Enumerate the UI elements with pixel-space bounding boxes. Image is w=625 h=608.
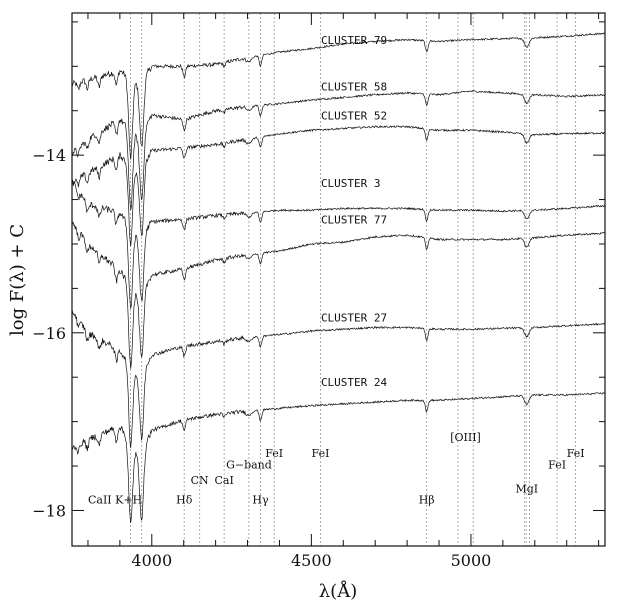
series-line-2 xyxy=(71,125,606,247)
series-line-4 xyxy=(71,220,606,369)
series-label-1: CLUSTER 58 xyxy=(321,80,387,93)
line-marker-label-4: G−band xyxy=(226,459,272,472)
y-axis-label: log F(λ) + C xyxy=(7,224,28,336)
series-line-6 xyxy=(71,392,606,524)
line-marker-label-3: CaI xyxy=(214,474,233,487)
line-marker-label-9: [OIII] xyxy=(450,431,481,444)
x-tick-label: 4000 xyxy=(131,551,172,570)
series-label-5: CLUSTER 27 xyxy=(321,311,387,324)
series-line-1 xyxy=(71,89,606,211)
line-marker-label-8: Hβ xyxy=(419,493,435,506)
series-line-3 xyxy=(71,179,606,309)
line-marker-label-11: FeI xyxy=(548,459,566,472)
line-marker-label-6: FeI xyxy=(265,447,283,460)
series-line-0 xyxy=(71,32,606,160)
series-label-2: CLUSTER 52 xyxy=(321,110,387,123)
x-axis-label: λ(Å) xyxy=(319,580,357,602)
line-marker-label-12: FeI xyxy=(567,447,585,460)
series-label-6: CLUSTER 24 xyxy=(321,376,388,389)
line-marker-label-2: CN xyxy=(191,474,209,487)
axis-ticks xyxy=(72,13,605,546)
y-tick-label: −18 xyxy=(32,501,66,520)
line-marker-label-5: Hγ xyxy=(252,493,269,506)
spectra-series xyxy=(71,32,606,524)
line-marker-label-0: CaII K+H xyxy=(88,493,142,506)
y-tick-label: −16 xyxy=(32,324,66,343)
chart-labels: 4000 4500 5000 −14 −16 −18 CLUSTER 79 CLUSTER 5… xyxy=(32,34,584,570)
series-label-4: CLUSTER 77 xyxy=(321,214,387,227)
plot-frame xyxy=(71,12,606,547)
series-line-5 xyxy=(71,309,606,449)
x-tick-label: 4500 xyxy=(291,551,332,570)
spectral-line-markers xyxy=(130,13,576,546)
series-label-0: CLUSTER 79 xyxy=(321,34,387,47)
y-tick-label: −14 xyxy=(32,146,66,165)
x-tick-label: 5000 xyxy=(451,551,492,570)
line-marker-label-10: MgI xyxy=(515,483,538,496)
series-label-3: CLUSTER 3 xyxy=(321,177,381,190)
line-marker-label-1: Hδ xyxy=(176,493,193,506)
line-marker-label-7: FeI xyxy=(312,447,330,460)
